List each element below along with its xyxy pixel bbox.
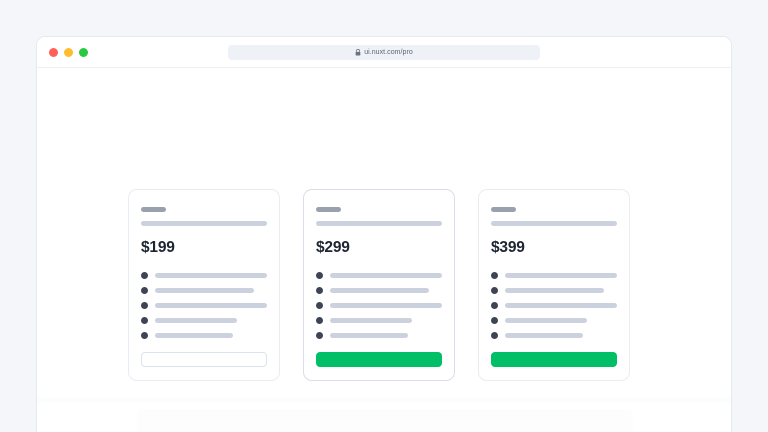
check-icon bbox=[316, 301, 323, 309]
pricing-card[interactable]: $299 bbox=[303, 189, 455, 381]
plan-feature-skeleton bbox=[505, 287, 604, 293]
plan-title-skeleton bbox=[491, 207, 516, 212]
check-icon bbox=[491, 271, 498, 279]
plan-feature-skeleton bbox=[155, 302, 267, 308]
plan-feature-skeleton bbox=[505, 302, 617, 308]
pricing-card[interactable]: $399 bbox=[478, 189, 630, 381]
plan-feature-item bbox=[141, 301, 267, 309]
plan-feature-skeleton bbox=[155, 287, 254, 293]
maximize-button[interactable] bbox=[79, 47, 88, 57]
plan-description-skeleton bbox=[491, 221, 617, 226]
check-icon bbox=[316, 286, 323, 294]
plan-feature-item bbox=[491, 331, 617, 339]
plan-feature-list bbox=[141, 271, 267, 339]
plan-feature-skeleton bbox=[155, 272, 267, 278]
url-text: ui.nuxt.com/pro bbox=[364, 48, 413, 56]
plan-feature-skeleton bbox=[330, 287, 429, 293]
page-viewport: $199 bbox=[37, 68, 731, 432]
plan-cta-button[interactable] bbox=[141, 351, 267, 367]
check-icon bbox=[141, 331, 148, 339]
plan-title-skeleton bbox=[316, 207, 341, 212]
check-icon bbox=[316, 316, 323, 324]
check-icon bbox=[491, 316, 498, 324]
card-spacer bbox=[316, 339, 442, 352]
plan-feature-skeleton bbox=[330, 302, 442, 308]
check-icon bbox=[491, 286, 498, 294]
plan-price: $399 bbox=[491, 239, 525, 256]
check-icon bbox=[141, 301, 148, 309]
plan-feature-item bbox=[491, 301, 617, 309]
check-icon bbox=[491, 301, 498, 309]
plan-feature-skeleton bbox=[505, 272, 617, 278]
browser-chrome-bar: ui.nuxt.com/pro bbox=[37, 37, 731, 68]
card-spacer bbox=[491, 339, 617, 352]
plan-title-skeleton bbox=[141, 207, 166, 212]
browser-window: ui.nuxt.com/pro $199 bbox=[36, 36, 732, 432]
plan-feature-skeleton bbox=[330, 272, 442, 278]
plan-feature-skeleton bbox=[155, 332, 233, 338]
plan-feature-item bbox=[316, 316, 442, 324]
lock-icon bbox=[355, 48, 361, 56]
plan-feature-item bbox=[141, 331, 267, 339]
check-icon bbox=[316, 271, 323, 279]
check-icon bbox=[141, 286, 148, 294]
plan-price: $299 bbox=[316, 239, 350, 256]
card-spacer bbox=[141, 339, 267, 352]
plan-feature-item bbox=[316, 271, 442, 279]
plan-feature-item bbox=[316, 301, 442, 309]
check-icon bbox=[141, 271, 148, 279]
address-bar[interactable]: ui.nuxt.com/pro bbox=[228, 44, 540, 60]
plan-feature-skeleton bbox=[330, 332, 408, 338]
plan-feature-item bbox=[141, 286, 267, 294]
plan-feature-item bbox=[141, 316, 267, 324]
check-icon bbox=[491, 331, 498, 339]
plan-feature-item bbox=[491, 271, 617, 279]
pricing-card[interactable]: $199 bbox=[128, 189, 280, 381]
plan-feature-list bbox=[491, 271, 617, 339]
minimize-button[interactable] bbox=[64, 47, 73, 57]
next-section-edge bbox=[37, 397, 731, 403]
close-button[interactable] bbox=[49, 47, 58, 57]
plan-cta-button[interactable] bbox=[316, 351, 442, 367]
plan-feature-skeleton bbox=[155, 317, 237, 323]
plan-feature-item bbox=[491, 316, 617, 324]
plan-feature-skeleton bbox=[505, 332, 583, 338]
plan-feature-item bbox=[316, 286, 442, 294]
plan-feature-item bbox=[316, 331, 442, 339]
next-section-panel bbox=[137, 409, 633, 432]
plan-feature-list bbox=[316, 271, 442, 339]
plan-price: $199 bbox=[141, 239, 175, 256]
plan-feature-item bbox=[141, 271, 267, 279]
plan-description-skeleton bbox=[316, 221, 442, 226]
pricing-grid: $199 bbox=[128, 189, 630, 381]
plan-cta-button[interactable] bbox=[491, 351, 617, 367]
plan-feature-skeleton bbox=[505, 317, 587, 323]
traffic-light-group bbox=[37, 47, 88, 57]
plan-feature-skeleton bbox=[330, 317, 412, 323]
check-icon bbox=[316, 331, 323, 339]
plan-feature-item bbox=[491, 286, 617, 294]
check-icon bbox=[141, 316, 148, 324]
plan-description-skeleton bbox=[141, 221, 267, 226]
